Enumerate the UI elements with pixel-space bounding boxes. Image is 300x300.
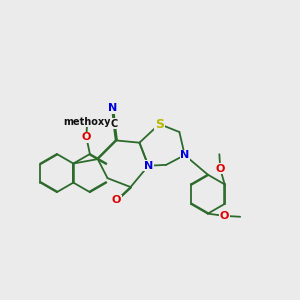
Text: O: O	[220, 211, 229, 221]
Text: methoxy: methoxy	[64, 117, 111, 127]
Text: O: O	[112, 195, 121, 206]
Text: O: O	[216, 164, 225, 174]
Text: N: N	[108, 103, 118, 113]
Text: S: S	[155, 118, 164, 130]
Text: C: C	[110, 118, 118, 129]
Text: N: N	[180, 150, 189, 160]
Text: O: O	[82, 132, 91, 142]
Text: N: N	[144, 161, 153, 171]
